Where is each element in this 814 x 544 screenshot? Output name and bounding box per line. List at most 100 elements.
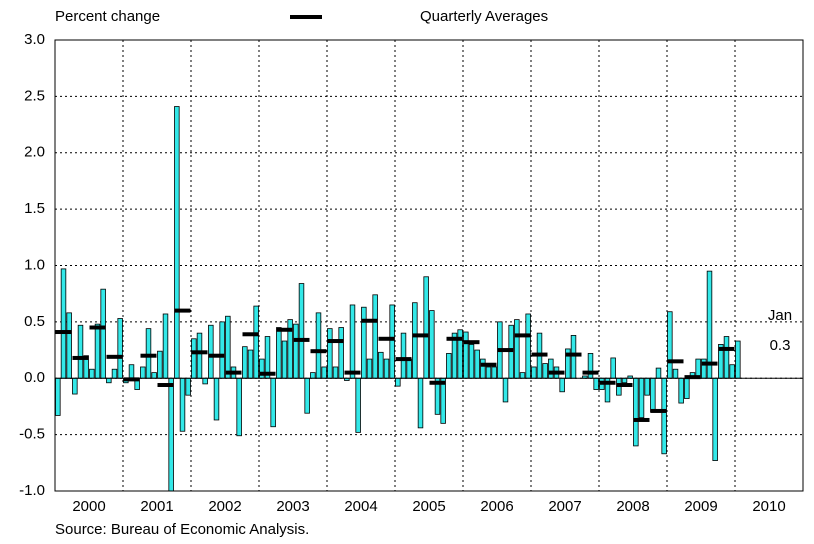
x-tick-label: 2001 xyxy=(140,498,173,515)
bar xyxy=(667,311,673,379)
y-tick-label: 0.0 xyxy=(24,369,45,386)
bar xyxy=(151,372,157,379)
bar xyxy=(429,310,435,379)
bar xyxy=(480,358,486,379)
bar xyxy=(400,332,407,379)
x-tick-label: 2002 xyxy=(208,498,241,515)
x-tick-label: 2009 xyxy=(684,498,717,515)
bar xyxy=(145,328,152,379)
bar xyxy=(349,304,356,379)
y-tick-label: -1.0 xyxy=(19,482,45,499)
bar xyxy=(276,327,282,379)
bar xyxy=(117,318,123,379)
annotation: 0.3 xyxy=(770,337,791,354)
bar xyxy=(140,366,146,379)
bar xyxy=(446,353,452,379)
bar xyxy=(111,368,118,379)
bar xyxy=(55,377,61,416)
y-tick-label: 2.0 xyxy=(24,144,45,161)
bar xyxy=(678,377,684,404)
y-tick-label: 3.0 xyxy=(24,31,45,48)
bar xyxy=(202,377,208,385)
bar xyxy=(298,283,305,379)
bar xyxy=(638,377,645,419)
legend-label: Quarterly Averages xyxy=(420,8,548,25)
bar xyxy=(191,338,197,379)
bar xyxy=(196,332,203,379)
bar xyxy=(185,377,191,396)
bar xyxy=(395,377,401,387)
bar xyxy=(661,377,667,455)
y-axis-label: Percent change xyxy=(55,8,160,25)
bar xyxy=(208,324,214,379)
bar xyxy=(128,364,135,379)
bar xyxy=(559,377,565,393)
bar xyxy=(60,268,67,379)
bar xyxy=(94,323,101,379)
bar xyxy=(548,358,554,379)
bar xyxy=(729,364,735,379)
y-tick-label: 0.5 xyxy=(24,313,45,330)
bar xyxy=(417,377,424,429)
bar xyxy=(372,294,378,379)
bar xyxy=(491,366,497,379)
bar xyxy=(242,346,248,379)
bar xyxy=(100,288,106,379)
bar xyxy=(519,372,526,379)
bar xyxy=(650,377,656,413)
bar xyxy=(213,377,220,421)
bar xyxy=(593,377,599,390)
bar xyxy=(610,357,616,379)
y-tick-label: -0.5 xyxy=(19,426,45,443)
bar xyxy=(89,368,95,379)
bar xyxy=(406,358,412,379)
bar xyxy=(162,313,169,379)
bar xyxy=(644,377,650,396)
x-tick-label: 2003 xyxy=(276,498,309,515)
bar xyxy=(77,324,84,379)
bar xyxy=(327,328,333,379)
bar xyxy=(361,306,367,379)
bar xyxy=(219,321,225,379)
bar xyxy=(735,340,741,379)
y-tick-label: 2.5 xyxy=(24,87,45,104)
bar xyxy=(225,315,231,379)
x-tick-label: 2004 xyxy=(344,498,377,515)
bar xyxy=(315,312,322,379)
y-tick-label: 1.5 xyxy=(24,200,45,217)
x-tick-label: 2007 xyxy=(548,498,581,515)
bar xyxy=(179,377,186,432)
bar xyxy=(157,350,163,379)
bar xyxy=(281,340,288,379)
x-tick-label: 2005 xyxy=(412,498,445,515)
x-tick-label: 2006 xyxy=(480,498,513,515)
bar xyxy=(72,377,78,395)
source: Source: Bureau of Economic Analysis. xyxy=(55,521,309,538)
bar xyxy=(338,327,344,379)
bar xyxy=(542,363,548,379)
bar xyxy=(440,377,446,424)
bar xyxy=(570,335,577,379)
bar xyxy=(684,377,690,399)
bar xyxy=(514,319,520,379)
bar xyxy=(366,358,373,379)
bar xyxy=(321,366,327,379)
bar xyxy=(468,344,475,379)
bar xyxy=(485,366,492,379)
bar xyxy=(463,331,469,379)
bar xyxy=(412,302,418,379)
x-tick-label: 2008 xyxy=(616,498,649,515)
annotation: Jan xyxy=(768,307,792,324)
bar xyxy=(525,313,531,379)
bar xyxy=(712,377,718,461)
bar xyxy=(655,367,662,379)
bar xyxy=(423,276,429,379)
bar xyxy=(502,377,509,403)
bar xyxy=(236,377,242,437)
bar xyxy=(474,349,480,379)
bar xyxy=(672,368,679,379)
bar xyxy=(389,304,395,379)
bar xyxy=(723,336,730,379)
bar xyxy=(293,323,299,379)
